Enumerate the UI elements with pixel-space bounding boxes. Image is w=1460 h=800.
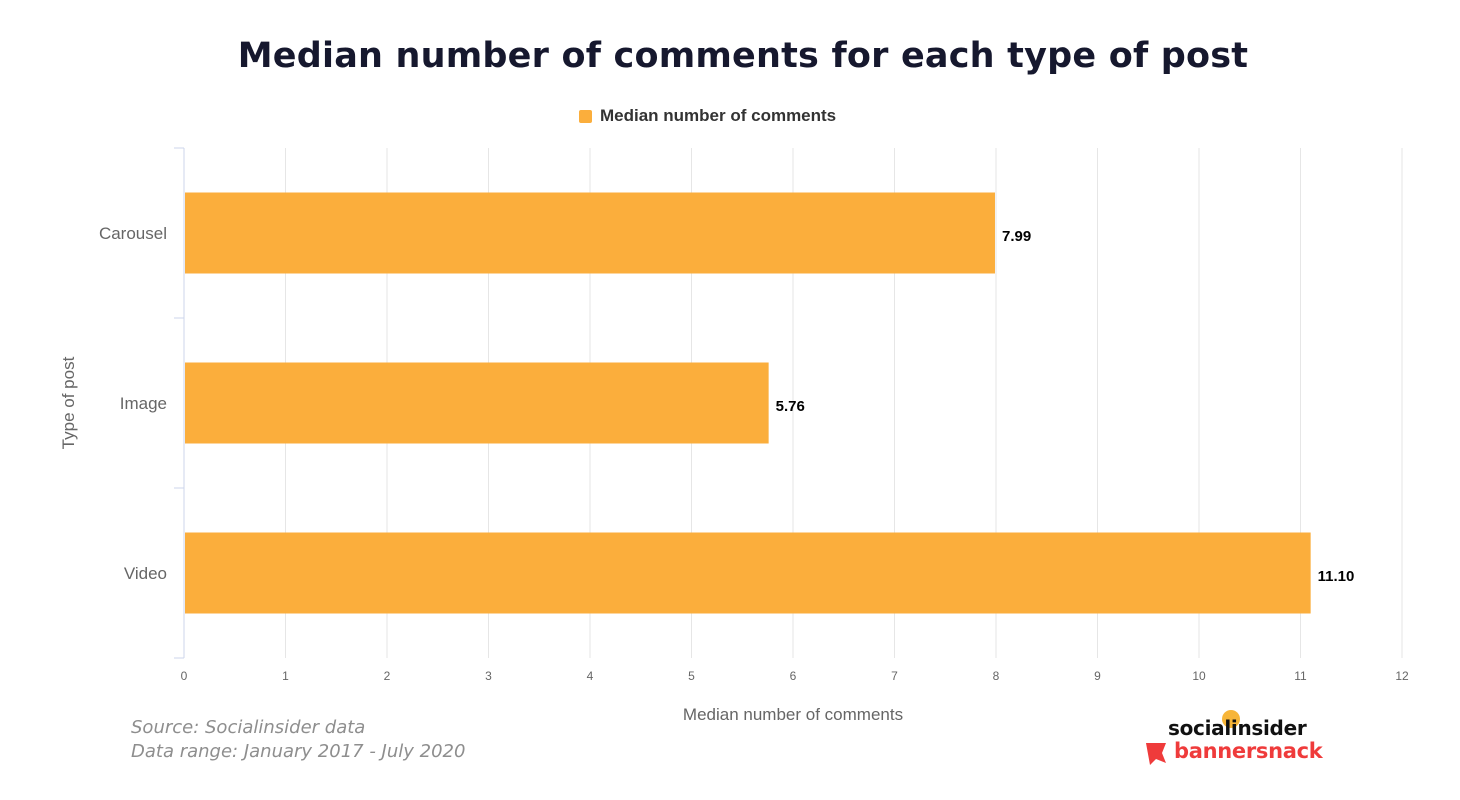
date-range-note: Data range: January 2017 - July 2020 bbox=[131, 741, 466, 762]
x-tick-label: 9 bbox=[1094, 669, 1101, 683]
chart-title: Median number of comments for each type … bbox=[237, 36, 1249, 76]
socialinsider-logo: socialinsider bbox=[1168, 716, 1307, 740]
bar bbox=[185, 532, 1311, 614]
x-tick-label: 11 bbox=[1294, 669, 1307, 683]
x-tick-label: 3 bbox=[485, 669, 492, 683]
socialinsider-logo-icon bbox=[1222, 710, 1240, 728]
y-category-label: Carousel bbox=[99, 224, 167, 243]
x-tick-label: 0 bbox=[181, 669, 188, 683]
data-label: 11.10 bbox=[1318, 568, 1355, 585]
bar bbox=[185, 362, 769, 444]
x-axis-title: Median number of comments bbox=[683, 705, 903, 724]
x-tick-label: 8 bbox=[993, 669, 1000, 683]
x-tick-label: 4 bbox=[587, 669, 594, 683]
x-tick-label: 12 bbox=[1395, 669, 1409, 683]
y-category-label: Video bbox=[124, 564, 167, 583]
data-label: 7.99 bbox=[1002, 228, 1031, 245]
x-tick-label: 6 bbox=[790, 669, 797, 683]
x-tick-label: 10 bbox=[1192, 669, 1206, 683]
source-note: Source: Socialinsider data bbox=[131, 717, 366, 738]
x-tick-label: 5 bbox=[688, 669, 695, 683]
brand-logos: socialinsider bannersnack bbox=[1144, 708, 1334, 768]
data-label: 5.76 bbox=[776, 398, 805, 415]
y-category-label: Image bbox=[120, 394, 167, 413]
x-tick-label: 1 bbox=[282, 669, 289, 683]
bannersnack-logo-icon bbox=[1146, 743, 1166, 765]
legend-swatch bbox=[579, 109, 592, 123]
x-tick-label: 2 bbox=[384, 669, 391, 683]
bar bbox=[185, 192, 995, 274]
footer: Source: Socialinsider data Data range: J… bbox=[131, 716, 465, 764]
y-axis-title: Type of post bbox=[59, 356, 78, 449]
legend[interactable]: Median number of comments bbox=[579, 106, 836, 126]
legend-label: Median number of comments bbox=[600, 106, 837, 125]
x-tick-label: 7 bbox=[891, 669, 898, 683]
bannersnack-logo: bannersnack bbox=[1174, 739, 1323, 763]
